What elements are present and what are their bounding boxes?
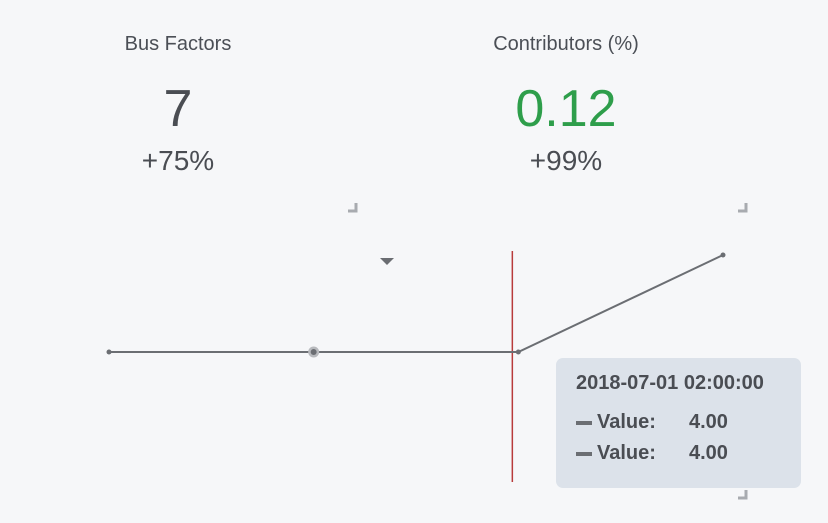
data-point[interactable] bbox=[106, 349, 112, 355]
bus-factors-metric: Bus Factors 7 +75% bbox=[90, 33, 266, 177]
chart-tooltip: 2018-07-01 02:00:00 Value: 4.00 Value: 4… bbox=[556, 358, 801, 488]
tooltip-value: 4.00 bbox=[689, 442, 728, 464]
data-point[interactable] bbox=[515, 349, 521, 355]
metric-change: +75% bbox=[141, 145, 215, 176]
data-point[interactable] bbox=[720, 252, 726, 258]
series-swatch bbox=[576, 420, 592, 425]
tooltip-label: Value: bbox=[597, 442, 656, 464]
resize-corner-icon[interactable] bbox=[738, 203, 748, 213]
tooltip-label: Value: bbox=[597, 411, 656, 433]
series-line bbox=[109, 254, 724, 353]
caret-down-icon[interactable] bbox=[380, 258, 394, 265]
resize-corner-icon[interactable] bbox=[348, 203, 358, 213]
metric-value: 7 bbox=[163, 80, 193, 138]
tooltip-row: Value: 4.00 bbox=[576, 438, 801, 469]
resize-corner-icon[interactable] bbox=[738, 490, 748, 500]
tooltip-row: Value: 4.00 bbox=[576, 407, 801, 438]
metric-title: Contributors (%) bbox=[493, 33, 639, 55]
data-point[interactable] bbox=[310, 349, 317, 355]
contributors-metric: Contributors (%) 0.12 +99% bbox=[466, 33, 666, 177]
metric-change: +99% bbox=[529, 145, 603, 176]
metric-value: 0.12 bbox=[515, 80, 617, 138]
tooltip-value: 4.00 bbox=[689, 411, 728, 433]
tooltip-time: 2018-07-01 02:00:00 bbox=[576, 372, 764, 394]
series-swatch bbox=[576, 451, 592, 456]
metric-title: Bus Factors bbox=[124, 33, 232, 55]
